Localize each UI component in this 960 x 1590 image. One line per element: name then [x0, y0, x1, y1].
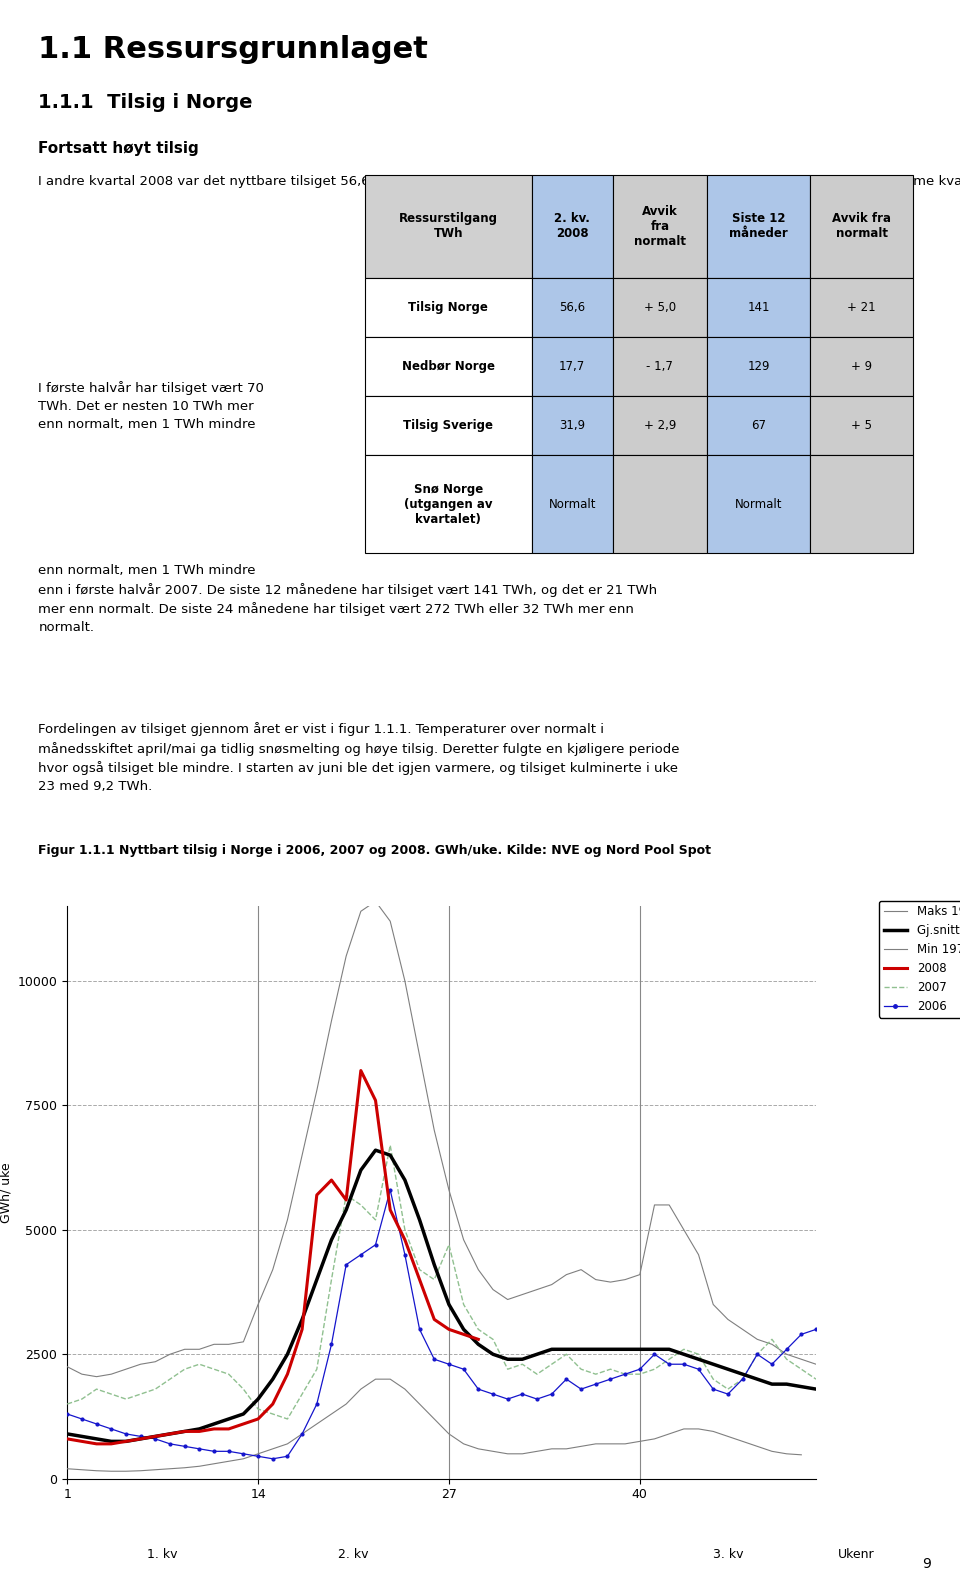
Bar — [612, 175, 708, 278]
Bar — [612, 278, 708, 337]
Bar — [532, 337, 612, 396]
Bar — [708, 455, 810, 553]
Text: Snø Norge
(utgangen av
kvartalet): Snø Norge (utgangen av kvartalet) — [404, 482, 492, 526]
Y-axis label: GWh/ uke: GWh/ uke — [0, 1162, 12, 1223]
Bar — [365, 455, 532, 553]
Bar — [365, 337, 532, 396]
Text: 141: 141 — [748, 301, 770, 313]
Text: Avvik
fra
normalt: Avvik fra normalt — [634, 205, 685, 248]
Text: Siste 12
måneder: Siste 12 måneder — [730, 213, 788, 240]
Bar — [365, 175, 532, 278]
Text: 31,9: 31,9 — [559, 420, 586, 432]
Bar — [708, 396, 810, 455]
Text: 9: 9 — [923, 1557, 931, 1571]
Bar — [532, 278, 612, 337]
Text: Avvik fra
normalt: Avvik fra normalt — [832, 213, 891, 240]
Text: Ukenr: Ukenr — [838, 1549, 875, 1561]
Bar — [365, 278, 532, 337]
Bar — [532, 396, 612, 455]
Text: 17,7: 17,7 — [559, 361, 586, 374]
Text: + 5,0: + 5,0 — [644, 301, 676, 313]
Text: I første halvår har tilsiget vært 70
TWh. Det er nesten 10 TWh mer
enn normalt, : I første halvår har tilsiget vært 70 TWh… — [38, 382, 264, 431]
Text: Fortsatt høyt tilsig: Fortsatt høyt tilsig — [38, 142, 199, 156]
Bar — [612, 337, 708, 396]
Text: I andre kvartal 2008 var det nyttbare tilsiget 56,6 TWh, og det er 5 TWh mer enn: I andre kvartal 2008 var det nyttbare ti… — [38, 175, 960, 188]
Bar — [810, 455, 913, 553]
Text: Fordelingen av tilsiget gjennom året er vist i figur 1.1.1. Temperaturer over no: Fordelingen av tilsiget gjennom året er … — [38, 722, 680, 793]
Text: 129: 129 — [748, 361, 770, 374]
Text: Nedbør Norge: Nedbør Norge — [402, 361, 494, 374]
Text: Tilsig Sverige: Tilsig Sverige — [403, 420, 493, 432]
Bar — [810, 175, 913, 278]
Text: 3. kv: 3. kv — [712, 1549, 743, 1561]
Text: + 9: + 9 — [852, 361, 873, 374]
Bar — [810, 396, 913, 455]
Bar — [532, 455, 612, 553]
Text: Ressurstilgang
TWh: Ressurstilgang TWh — [398, 213, 498, 240]
Text: Figur 1.1.1 Nyttbart tilsig i Norge i 2006, 2007 og 2008. GWh/uke. Kilde: NVE og: Figur 1.1.1 Nyttbart tilsig i Norge i 20… — [38, 844, 711, 857]
Text: 2. kv: 2. kv — [338, 1549, 369, 1561]
Bar — [810, 278, 913, 337]
Bar — [708, 337, 810, 396]
Bar — [810, 337, 913, 396]
Text: 1.1.1  Tilsig i Norge: 1.1.1 Tilsig i Norge — [38, 92, 252, 111]
Text: Normalt: Normalt — [548, 498, 596, 510]
Text: + 2,9: + 2,9 — [644, 420, 676, 432]
Bar — [365, 396, 532, 455]
Legend: Maks 1970-1999, Gj.snitt 1970-99, Min 1970-99, 2008, 2007, 2006: Maks 1970-1999, Gj.snitt 1970-99, Min 19… — [879, 902, 960, 1018]
Text: 56,6: 56,6 — [559, 301, 586, 313]
Text: + 21: + 21 — [848, 301, 876, 313]
Text: 67: 67 — [752, 420, 766, 432]
Text: 1. kv: 1. kv — [148, 1549, 178, 1561]
Text: 1.1 Ressursgrunnlaget: 1.1 Ressursgrunnlaget — [38, 35, 428, 64]
Text: enn normalt, men 1 TWh mindre
enn i første halvår 2007. De siste 12 månedene har: enn normalt, men 1 TWh mindre enn i førs… — [38, 564, 658, 634]
Text: Tilsig Norge: Tilsig Norge — [408, 301, 489, 313]
Text: 2. kv.
2008: 2. kv. 2008 — [554, 213, 590, 240]
Text: Normalt: Normalt — [735, 498, 782, 510]
Text: + 5: + 5 — [852, 420, 873, 432]
Bar — [708, 175, 810, 278]
Bar — [532, 175, 612, 278]
Bar — [612, 455, 708, 553]
Bar — [612, 396, 708, 455]
Bar — [708, 278, 810, 337]
Text: - 1,7: - 1,7 — [646, 361, 673, 374]
